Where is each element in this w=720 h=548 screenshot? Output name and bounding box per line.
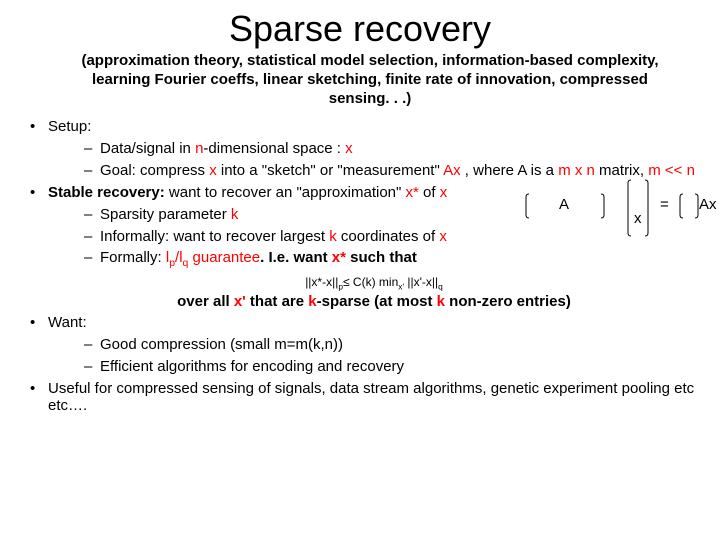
t: that are	[246, 293, 309, 310]
stable-sub3: Formally: lp/lq guarantee. I.e. want x* …	[78, 248, 700, 271]
xp-red: x'	[234, 293, 246, 310]
x-red: x	[209, 162, 217, 179]
centered-line: over all x' that are k-sparse (at most k…	[48, 293, 700, 310]
setup-sub1: Data/signal in n-dimensional space : x	[78, 139, 700, 159]
want-sub2: Efficient algorithms for encoding and re…	[78, 357, 700, 377]
f2: ≤ C(k) min	[343, 275, 398, 289]
t: Data/signal in	[100, 140, 195, 157]
diagram-Ax: Ax	[699, 196, 717, 213]
t: want to recover an "approximation"	[165, 184, 406, 201]
bullet-setup: Setup: Data/signal in n-dimensional spac…	[20, 118, 700, 180]
formula-line: ||x*-x||p≤ C(k) minx' ||x'-x||q	[48, 275, 700, 291]
t: . I.e. want	[260, 249, 332, 266]
f1: ||x*-x||	[305, 275, 338, 289]
ax-red: Ax	[443, 162, 461, 179]
k-red: k	[329, 228, 337, 245]
fq: q	[438, 281, 443, 291]
content-area: Setup: Data/signal in n-dimensional spac…	[20, 118, 700, 414]
t: such that	[346, 249, 417, 266]
t: matrix,	[595, 162, 648, 179]
lq-red: /l	[175, 249, 183, 266]
t: non-zero entries)	[445, 293, 571, 310]
xstar-red: x*	[332, 249, 346, 266]
t: into a "sketch" or "measurement"	[217, 162, 443, 179]
x-red: x	[439, 228, 447, 245]
guarantee-red: guarantee	[188, 249, 260, 266]
diagram-x: x	[634, 210, 642, 227]
want-sub1: Good compression (small m=m(k,n))	[78, 335, 700, 355]
slide-title: Sparse recovery	[0, 8, 720, 50]
x-red: x	[345, 140, 353, 157]
mn-red: m << n	[648, 162, 695, 179]
equation-diagram: A x = Ax	[523, 178, 718, 248]
t: coordinates of	[337, 228, 440, 245]
f3: ||x'-x||	[404, 275, 438, 289]
k-red: k	[437, 293, 445, 310]
mxn-red: m x n	[558, 162, 595, 179]
t: -sparse (at most	[317, 293, 437, 310]
t: , where A is a	[461, 162, 559, 179]
xstar-red: x*	[406, 184, 419, 201]
t: -dimensional space :	[203, 140, 345, 157]
t: Sparsity parameter	[100, 206, 231, 223]
want-label: Want:	[48, 314, 87, 331]
k-red: k	[308, 293, 316, 310]
t: over all	[177, 293, 234, 310]
bullet-want: Want: Good compression (small m=m(k,n)) …	[20, 314, 700, 376]
diagram-eq: =	[660, 196, 669, 213]
t: of	[419, 184, 440, 201]
t: Formally:	[100, 249, 166, 266]
setup-label: Setup:	[48, 118, 91, 135]
x-red: x	[440, 184, 448, 201]
t: Informally: want to recover largest	[100, 228, 329, 245]
t: Goal: compress	[100, 162, 209, 179]
slide-subtitle: (approximation theory, statistical model…	[60, 52, 680, 108]
diagram-A: A	[559, 196, 569, 213]
bullet-useful: Useful for compressed sensing of signals…	[20, 380, 700, 414]
diagram-svg	[523, 178, 718, 248]
stable-label: Stable recovery:	[48, 184, 165, 201]
k-red: k	[231, 206, 239, 223]
